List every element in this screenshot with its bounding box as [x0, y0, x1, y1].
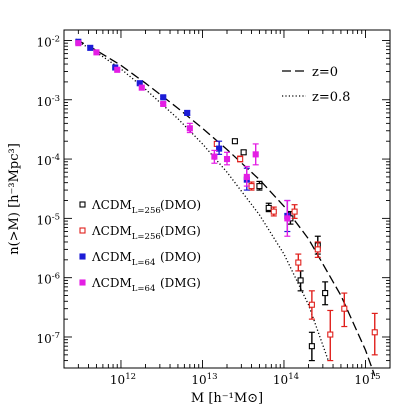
- data-point: [223, 156, 231, 163]
- data-point: [291, 208, 298, 215]
- data-point: [308, 343, 315, 350]
- y-tick-label: 10-3: [36, 94, 60, 109]
- series-1: [213, 140, 378, 362]
- y-tick-label: 10-4: [36, 153, 60, 168]
- data-point: [371, 329, 378, 336]
- legend-markers: ΛCDML=256(DMO) ΛCDML=256(DMG) ΛCDML=64 (DMO…: [79, 198, 201, 294]
- legend-marker-label: ΛCDML=256(DMG): [91, 224, 201, 242]
- data-point: [327, 331, 334, 338]
- data-point: [240, 149, 247, 156]
- data-point: [270, 208, 277, 215]
- legend-marker: [79, 227, 86, 234]
- data-point: [160, 100, 167, 107]
- data-point: [237, 156, 244, 163]
- legend-marker: [79, 253, 86, 260]
- curve-z=0.8: [75, 39, 329, 361]
- data-point: [93, 49, 100, 56]
- y-tick-label: 10-2: [36, 34, 60, 49]
- x-tick-label: 1014: [273, 372, 299, 387]
- legend-line-label: z=0.8: [312, 90, 350, 105]
- data-point: [160, 94, 167, 101]
- series-0: [231, 138, 329, 362]
- axis-ticks: [63, 30, 391, 369]
- x-axis-label: M [h⁻¹M⊙]: [191, 391, 263, 406]
- x-tick-label: 1013: [191, 372, 217, 387]
- legend-marker-label: ΛCDML=256(DMO): [91, 198, 201, 216]
- data-point: [231, 138, 238, 145]
- data-point: [297, 277, 304, 284]
- data-point: [216, 145, 223, 152]
- y-tick-label: 10-6: [36, 272, 60, 287]
- x-tick-label: 1012: [110, 372, 136, 387]
- data-point: [184, 109, 191, 116]
- legend-marker: [79, 201, 86, 208]
- data-point: [322, 290, 329, 297]
- data-point: [75, 40, 82, 47]
- data-point: [295, 259, 302, 266]
- model-curves: [75, 38, 376, 377]
- legend-lines: z=0 z=0.8: [282, 65, 350, 105]
- data-point: [314, 246, 321, 253]
- data-point: [211, 153, 218, 160]
- data-point: [284, 215, 291, 222]
- legend-marker-label: ΛCDML=64 (DMG): [91, 276, 201, 294]
- legend-marker-label: ΛCDML=64 (DMO): [91, 250, 201, 268]
- curve-z=0: [75, 38, 376, 377]
- data-points: [75, 38, 378, 362]
- data-point: [186, 125, 193, 132]
- y-tick-label: 10-7: [36, 331, 60, 346]
- tick-labels: 1012 1013 1014 1015 10-2 10-3 10-4 10-5 10-6 10-7: [36, 34, 380, 387]
- data-point: [341, 305, 348, 312]
- x-tick-label: 1015: [354, 372, 380, 387]
- data-point: [114, 66, 121, 73]
- data-point: [308, 301, 315, 308]
- data-point: [138, 84, 145, 91]
- data-point: [256, 183, 263, 190]
- data-point: [265, 204, 272, 211]
- series-3: [75, 40, 291, 237]
- y-tick-label: 10-5: [36, 212, 60, 227]
- data-point: [243, 173, 250, 180]
- data-point: [87, 44, 94, 51]
- data-point: [252, 151, 259, 158]
- legend-line-label: z=0: [312, 65, 338, 80]
- legend-marker: [79, 279, 86, 286]
- y-axis-label: n(>M) [h⁻³Mpc³]: [7, 143, 22, 255]
